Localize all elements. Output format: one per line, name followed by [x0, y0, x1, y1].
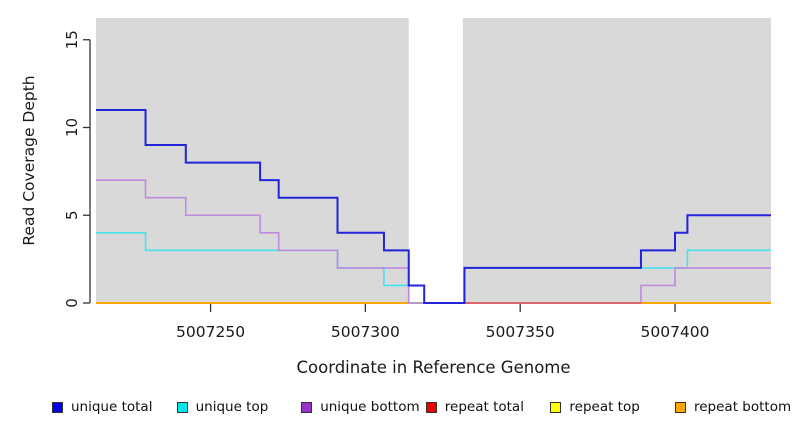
legend-item-repeat-bottom: repeat bottom	[675, 398, 791, 416]
y-tick-label: 0	[63, 298, 81, 308]
x-tick-label: 5007350	[486, 323, 555, 341]
legend-item-unique-total: unique total	[52, 398, 152, 416]
legend-swatch-repeat-bottom	[675, 401, 686, 413]
legend-item-unique-bottom: unique bottom	[301, 398, 420, 416]
x-tick-label: 5007300	[331, 323, 400, 341]
axes-group: 0 5 10 15 5007250 5007300 5007350 5007400	[63, 30, 710, 341]
legend-label: unique total	[71, 399, 153, 415]
series-unique-total-line	[96, 108, 771, 304]
legend-swatch-unique-bottom	[301, 401, 313, 413]
legend-swatch-unique-top	[176, 401, 188, 413]
x-axis-title: Coordinate in Reference Genome	[296, 358, 571, 377]
legend-item-repeat-total: repeat total	[425, 398, 524, 416]
plot-background-group	[96, 18, 771, 303]
coverage-gap-band	[408, 18, 463, 303]
series-unique-top-line	[96, 232, 771, 304]
y-tick-label: 15	[63, 30, 81, 49]
y-tick-label: 5	[63, 210, 81, 220]
legend-label: unique top	[195, 399, 269, 415]
series-unique-bottom-line	[96, 179, 771, 304]
legend-label: repeat bottom	[694, 399, 792, 415]
y-axis-title: Read Coverage Depth	[20, 75, 38, 246]
legend: unique total unique top unique bottom repea…	[0, 398, 792, 420]
legend-swatch-repeat-top	[550, 401, 562, 413]
legend-swatch-unique-total	[52, 401, 63, 413]
legend-item-unique-top: unique top	[176, 398, 269, 416]
legend-label: repeat total	[444, 399, 524, 415]
y-tick-label: 10	[63, 118, 81, 137]
legend-swatch-repeat-total	[425, 401, 437, 413]
x-tick-label: 5007400	[640, 323, 709, 341]
legend-label: unique bottom	[320, 399, 420, 415]
legend-label: repeat top	[569, 399, 640, 415]
series-lines-group	[96, 108, 771, 304]
x-tick-label: 5007250	[176, 323, 245, 341]
legend-item-repeat-top: repeat top	[550, 398, 640, 416]
